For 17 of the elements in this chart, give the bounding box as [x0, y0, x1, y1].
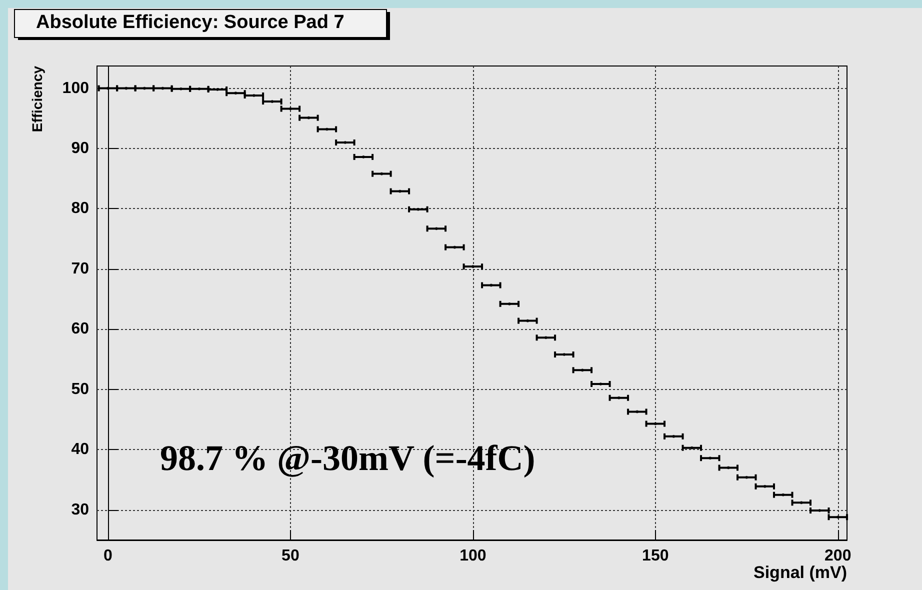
y-tick-label: 100	[62, 80, 90, 97]
x-tick-label: 50	[282, 548, 300, 564]
x-tick-label: 200	[824, 548, 852, 564]
x-tick-label: 150	[642, 548, 669, 564]
x-tick-label: 0	[103, 548, 112, 564]
y-tick-label: 40	[71, 441, 90, 458]
chart-title: Absolute Efficiency: Source Pad 7	[36, 12, 344, 33]
y-tick-label: 60	[71, 320, 90, 338]
y-axis-title: Efficiency	[29, 66, 45, 132]
y-tick-label: 80	[71, 200, 90, 218]
x-tick-label: 100	[460, 548, 486, 564]
annotation: 98.7 % @-30mV (=-4fC)	[160, 438, 536, 478]
y-tick-label: 70	[71, 260, 90, 278]
y-tick-label: 50	[71, 380, 90, 398]
x-axis-title: Signal (mV)	[753, 563, 848, 582]
y-tick-label: 90	[71, 140, 90, 158]
y-tick-label: 30	[71, 501, 90, 518]
